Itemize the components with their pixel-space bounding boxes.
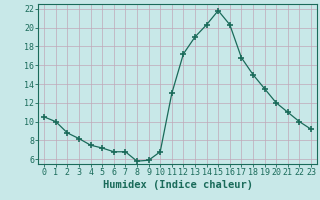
X-axis label: Humidex (Indice chaleur): Humidex (Indice chaleur) (103, 180, 252, 190)
